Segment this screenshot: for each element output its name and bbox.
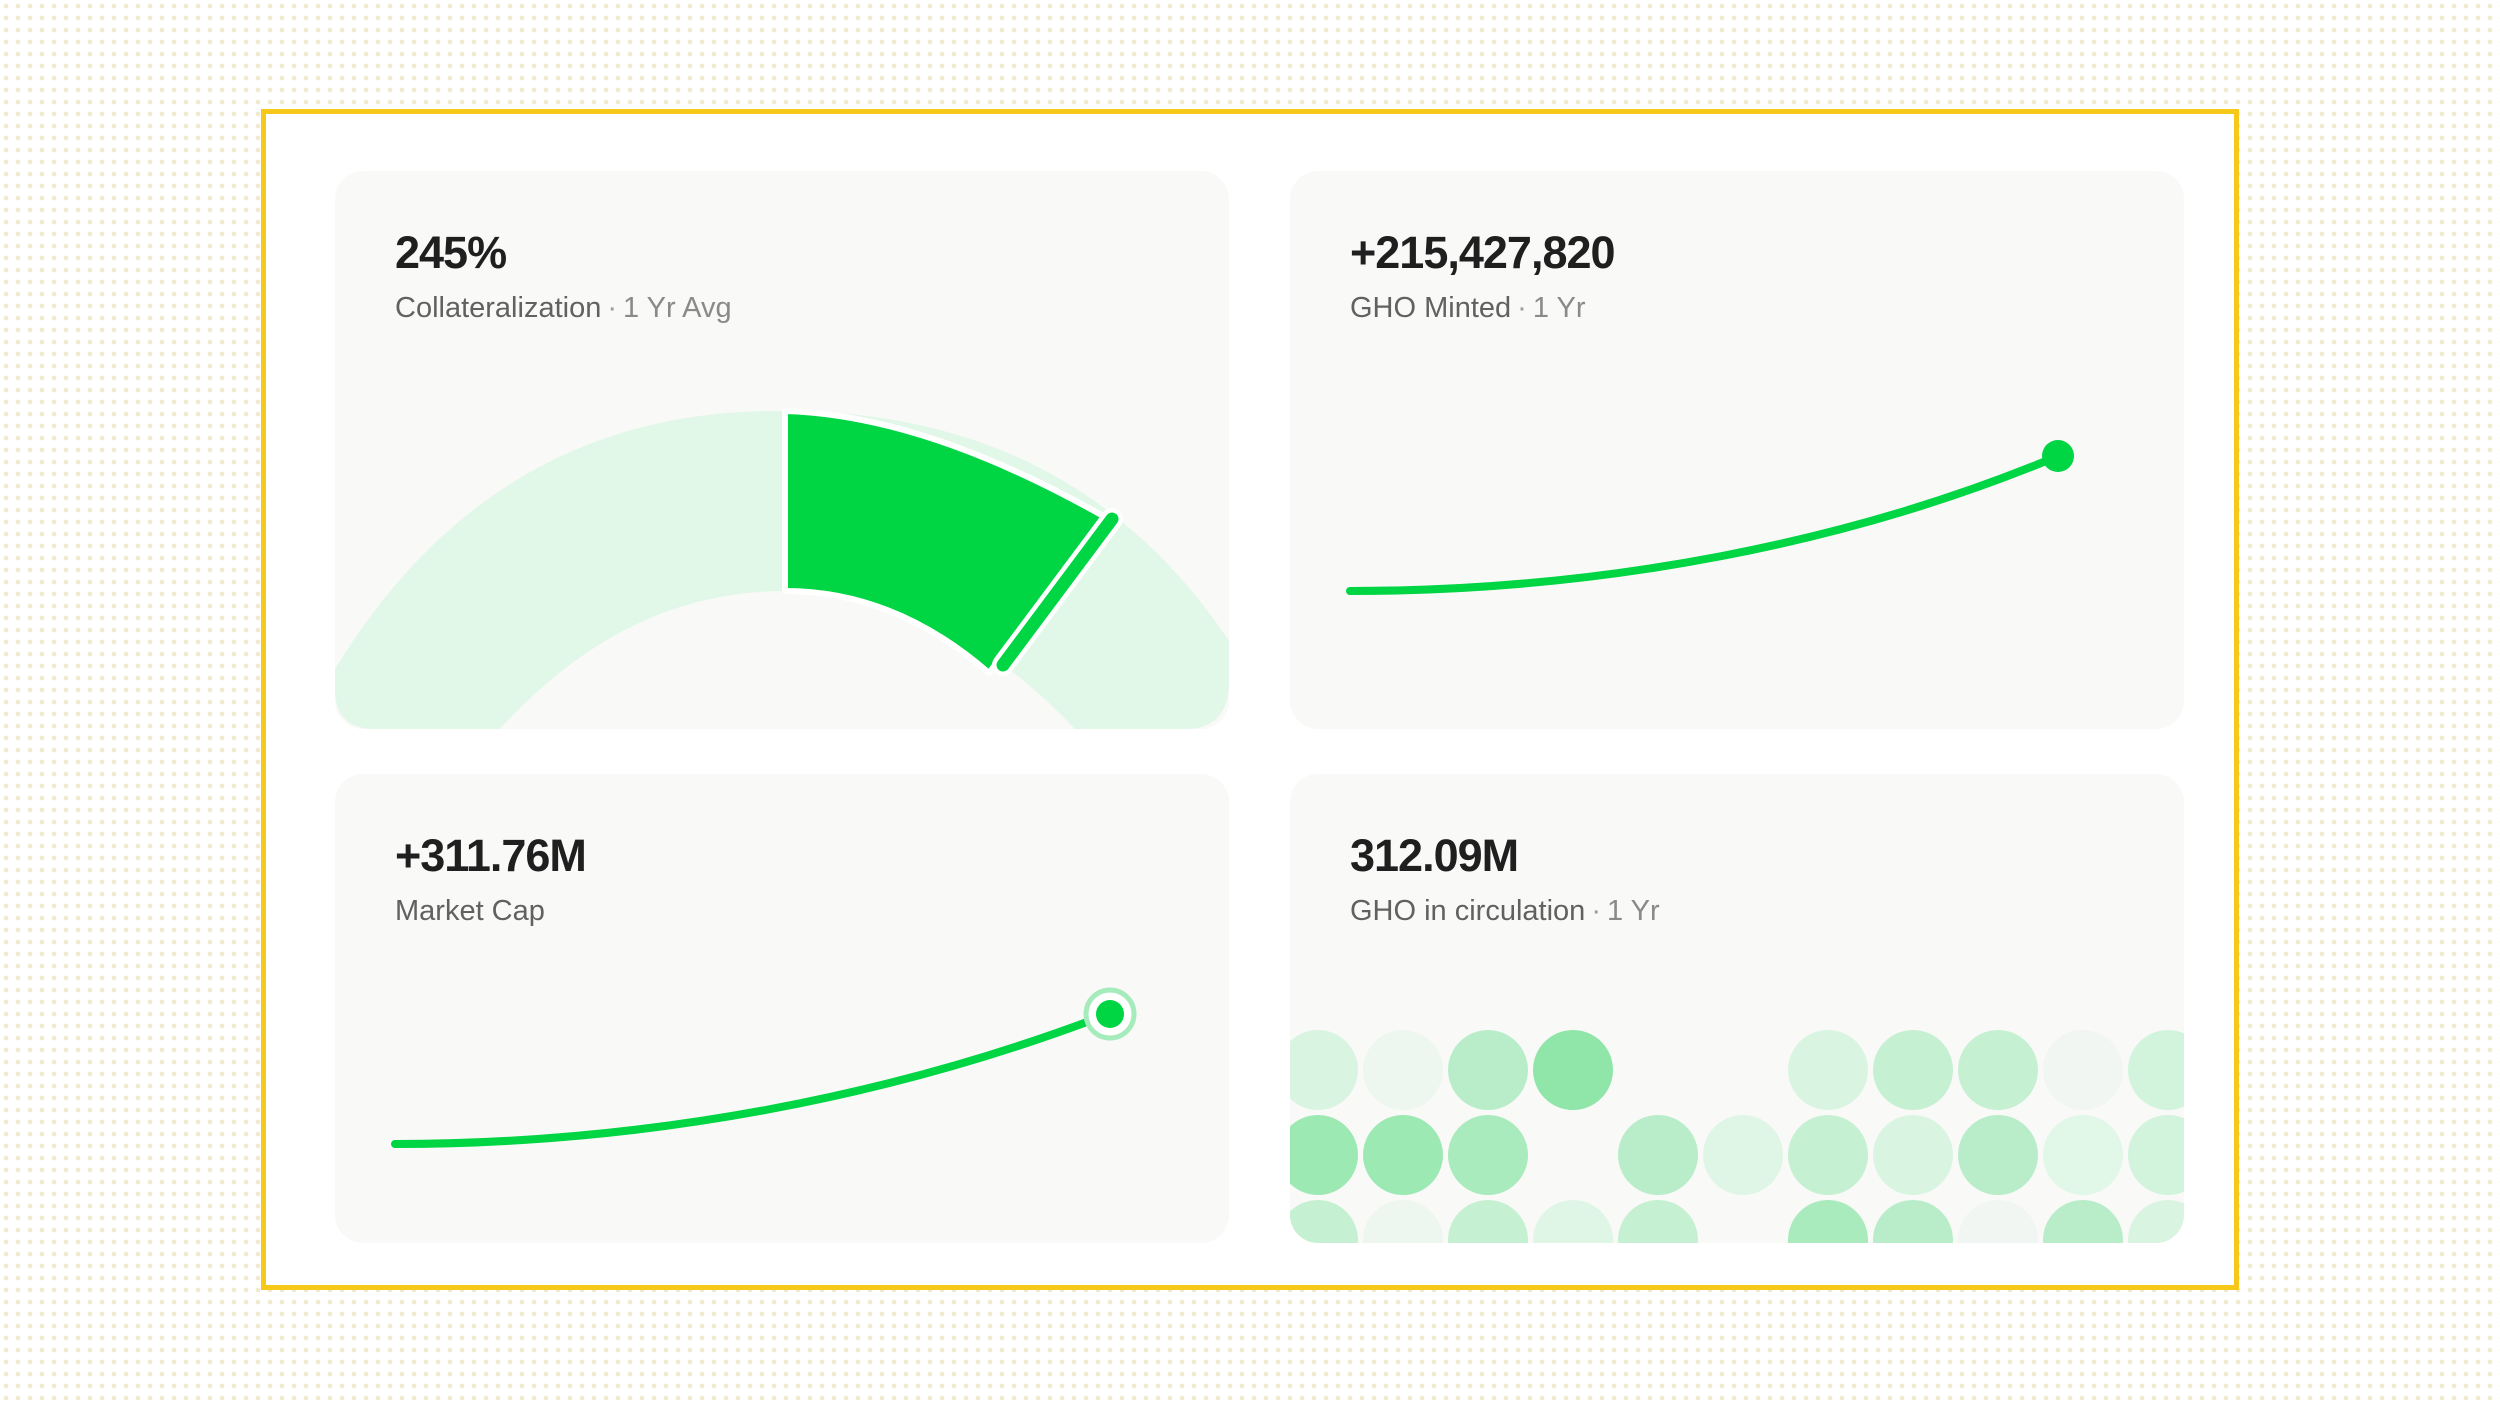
card-header: 312.09M GHO in circulation · 1 Yr <box>1350 829 1660 929</box>
collateralization-period: 1 Yr Avg <box>623 292 732 324</box>
collateralization-gauge <box>335 408 1229 729</box>
grid-dot <box>1703 1115 1783 1195</box>
grid-dot <box>1533 1115 1613 1195</box>
gho-minted-label: GHO Minted <box>1350 292 1512 324</box>
label-separator: · <box>1591 895 1601 927</box>
trend-curve <box>391 1015 1099 1148</box>
grid-dot <box>1533 1030 1613 1110</box>
grid-dot <box>1448 1200 1528 1243</box>
grid-dot <box>1958 1200 2038 1243</box>
card-header: 245% Collateralization · 1 Yr Avg <box>395 226 732 326</box>
grid-dot <box>1618 1200 1698 1243</box>
grid-dot <box>1873 1200 1953 1243</box>
collateralization-label: Collateralization <box>395 292 602 324</box>
grid-dot <box>1873 1030 1953 1110</box>
label-separator: · <box>607 292 617 324</box>
grid-dot <box>2128 1030 2184 1110</box>
trend-curve <box>1346 457 2050 595</box>
gauge-needle <box>996 512 1119 672</box>
highlight-frame: 245% Collateralization · 1 Yr Avg +215,427… <box>261 109 2239 1290</box>
collateralization-value: 245% <box>395 227 507 278</box>
gho-circulation-period: 1 Yr <box>1606 895 1660 927</box>
grid-dot <box>2043 1115 2123 1195</box>
grid-dot <box>1958 1030 2038 1110</box>
grid-dot <box>1363 1115 1443 1195</box>
gho-minted-card: +215,427,820 GHO Minted · 1 Yr <box>1290 171 2184 729</box>
card-header: +311.76M Market Cap <box>395 829 587 929</box>
grid-dot <box>1290 1030 1358 1110</box>
grid-dot <box>1703 1200 1783 1243</box>
grid-dot <box>1363 1200 1443 1243</box>
label-separator: · <box>1517 292 1527 324</box>
grid-dot <box>1533 1200 1613 1243</box>
gho-circulation-label-row: GHO in circulation · 1 Yr <box>1350 893 1660 929</box>
gho-minted-period: 1 Yr <box>1532 292 1586 324</box>
grid-dot <box>1873 1115 1953 1195</box>
card-header: +215,427,820 GHO Minted · 1 Yr <box>1350 226 1616 326</box>
gho-circulation-value: 312.09M <box>1350 830 1519 881</box>
grid-dot <box>1958 1115 2038 1195</box>
grid-dot <box>2128 1200 2184 1243</box>
gho-minted-label-row: GHO Minted · 1 Yr <box>1350 290 1615 326</box>
collateralization-label-row: Collateralization · 1 Yr Avg <box>395 290 732 326</box>
grid-dot <box>1788 1030 1868 1110</box>
grid-dot <box>1788 1115 1868 1195</box>
collateralization-card: 245% Collateralization · 1 Yr Avg <box>335 171 1229 729</box>
grid-dot <box>1703 1030 1783 1110</box>
grid-dot <box>1290 1115 1358 1195</box>
grid-dot <box>1363 1030 1443 1110</box>
grid-dot <box>1448 1115 1528 1195</box>
grid-dot <box>1788 1200 1868 1243</box>
market-cap-label: Market Cap <box>395 895 545 927</box>
market-cap-value: +311.76M <box>395 830 587 881</box>
gho-circulation-dot-grid <box>1290 1030 2184 1243</box>
trend-endpoint-dot <box>1096 1000 1124 1028</box>
market-cap-trend-line <box>391 987 1137 1148</box>
market-cap-card: +311.76M Market Cap <box>335 774 1229 1243</box>
grid-dot <box>2043 1200 2123 1243</box>
grid-dot <box>2043 1030 2123 1110</box>
market-cap-label-row: Market Cap <box>395 893 586 929</box>
grid-dot <box>1290 1200 1358 1243</box>
gho-minted-trend-line <box>1346 440 2074 595</box>
grid-dot <box>1448 1030 1528 1110</box>
trend-endpoint-dot <box>2042 440 2074 472</box>
grid-dot <box>1618 1115 1698 1195</box>
gho-circulation-label: GHO in circulation <box>1350 895 1586 927</box>
grid-dot <box>1618 1030 1698 1110</box>
gho-circulation-card: 312.09M GHO in circulation · 1 Yr <box>1290 774 2184 1243</box>
gho-minted-value: +215,427,820 <box>1350 227 1616 278</box>
grid-dot <box>2128 1115 2184 1195</box>
